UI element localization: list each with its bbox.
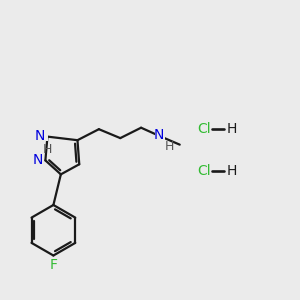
- FancyBboxPatch shape: [34, 157, 43, 164]
- FancyBboxPatch shape: [49, 259, 58, 265]
- FancyBboxPatch shape: [37, 133, 48, 141]
- Text: H: H: [164, 140, 174, 154]
- Text: Cl: Cl: [198, 122, 211, 136]
- Text: H: H: [226, 122, 237, 136]
- Text: F: F: [50, 259, 57, 272]
- Text: N: N: [33, 153, 43, 167]
- Text: H: H: [226, 164, 237, 178]
- Text: Cl: Cl: [198, 164, 211, 178]
- Text: N: N: [154, 128, 164, 142]
- FancyBboxPatch shape: [155, 132, 165, 140]
- Text: H: H: [43, 143, 52, 156]
- Text: N: N: [35, 129, 45, 143]
